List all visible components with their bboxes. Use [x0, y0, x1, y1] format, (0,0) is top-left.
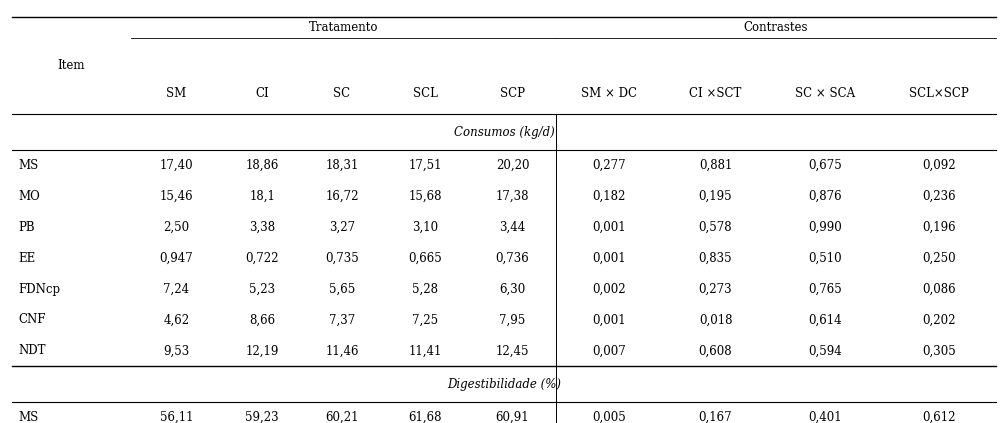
Text: SCL: SCL [413, 87, 437, 99]
Text: 0,881: 0,881 [699, 159, 732, 172]
Text: 16,72: 16,72 [326, 190, 359, 203]
Text: SM: SM [166, 87, 186, 99]
Text: Tratamento: Tratamento [308, 21, 378, 34]
Text: 17,51: 17,51 [408, 159, 443, 172]
Text: 15,68: 15,68 [408, 190, 443, 203]
Text: Contrastes: Contrastes [744, 21, 808, 34]
Text: 60,21: 60,21 [326, 411, 359, 423]
Text: FDNcp: FDNcp [18, 283, 60, 296]
Text: MS: MS [18, 411, 38, 423]
Text: 11,41: 11,41 [409, 344, 443, 357]
Text: 0,277: 0,277 [593, 159, 626, 172]
Text: SCP: SCP [500, 87, 525, 99]
Text: 15,46: 15,46 [159, 190, 194, 203]
Text: 0,086: 0,086 [922, 283, 956, 296]
Text: 11,46: 11,46 [326, 344, 359, 357]
Text: SC × SCA: SC × SCA [795, 87, 856, 99]
Text: 7,37: 7,37 [329, 313, 355, 327]
Text: 0,001: 0,001 [593, 221, 626, 234]
Text: 56,11: 56,11 [159, 411, 194, 423]
Text: Consumos (kg/d): Consumos (kg/d) [454, 126, 554, 139]
Text: EE: EE [18, 252, 35, 265]
Text: 12,45: 12,45 [496, 344, 529, 357]
Text: 0,876: 0,876 [808, 190, 843, 203]
Text: 17,40: 17,40 [159, 159, 194, 172]
Text: 0,578: 0,578 [699, 221, 733, 234]
Text: SM × DC: SM × DC [582, 87, 637, 99]
Text: 0,001: 0,001 [593, 252, 626, 265]
Text: 0,005: 0,005 [593, 411, 626, 423]
Text: 0,002: 0,002 [593, 283, 626, 296]
Text: 0,735: 0,735 [326, 252, 359, 265]
Text: CNF: CNF [18, 313, 45, 327]
Text: 0,167: 0,167 [699, 411, 733, 423]
Text: 8,66: 8,66 [249, 313, 275, 327]
Text: 61,68: 61,68 [408, 411, 443, 423]
Text: 0,250: 0,250 [922, 252, 956, 265]
Text: 0,665: 0,665 [408, 252, 443, 265]
Text: 3,27: 3,27 [329, 221, 355, 234]
Text: PB: PB [18, 221, 34, 234]
Text: CI ×SCT: CI ×SCT [689, 87, 742, 99]
Text: 5,28: 5,28 [412, 283, 438, 296]
Text: 0,947: 0,947 [159, 252, 194, 265]
Text: 0,182: 0,182 [593, 190, 626, 203]
Text: 20,20: 20,20 [496, 159, 529, 172]
Text: SCL×SCP: SCL×SCP [909, 87, 969, 99]
Text: 0,614: 0,614 [808, 313, 843, 327]
Text: NDT: NDT [18, 344, 45, 357]
Text: 3,10: 3,10 [412, 221, 438, 234]
Text: 0,510: 0,510 [808, 252, 843, 265]
Text: 0,765: 0,765 [808, 283, 843, 296]
Text: 0,196: 0,196 [922, 221, 956, 234]
Text: 3,44: 3,44 [499, 221, 525, 234]
Text: CI: CI [255, 87, 269, 99]
Text: 0,305: 0,305 [922, 344, 956, 357]
Text: 18,31: 18,31 [326, 159, 359, 172]
Text: 12,19: 12,19 [246, 344, 279, 357]
Text: 2,50: 2,50 [163, 221, 190, 234]
Text: 0,195: 0,195 [699, 190, 733, 203]
Text: SC: SC [334, 87, 351, 99]
Text: 7,24: 7,24 [163, 283, 190, 296]
Text: 0,612: 0,612 [922, 411, 956, 423]
Text: 6,30: 6,30 [499, 283, 525, 296]
Text: 0,001: 0,001 [593, 313, 626, 327]
Text: Item: Item [57, 59, 85, 72]
Text: 0,202: 0,202 [922, 313, 956, 327]
Text: 0,990: 0,990 [808, 221, 843, 234]
Text: 5,23: 5,23 [249, 283, 275, 296]
Text: 9,53: 9,53 [163, 344, 190, 357]
Text: 0,722: 0,722 [246, 252, 279, 265]
Text: 18,1: 18,1 [249, 190, 275, 203]
Text: 7,95: 7,95 [499, 313, 525, 327]
Text: 0,594: 0,594 [808, 344, 843, 357]
Text: 0,736: 0,736 [496, 252, 529, 265]
Text: 0,401: 0,401 [808, 411, 843, 423]
Text: 59,23: 59,23 [246, 411, 279, 423]
Text: MS: MS [18, 159, 38, 172]
Text: 0,018: 0,018 [699, 313, 732, 327]
Text: 0,273: 0,273 [699, 283, 733, 296]
Text: 7,25: 7,25 [412, 313, 438, 327]
Text: 60,91: 60,91 [496, 411, 529, 423]
Text: MO: MO [18, 190, 40, 203]
Text: 3,38: 3,38 [249, 221, 275, 234]
Text: 17,38: 17,38 [496, 190, 529, 203]
Text: Digestibilidade (%): Digestibilidade (%) [447, 378, 561, 391]
Text: 4,62: 4,62 [163, 313, 190, 327]
Text: 0,675: 0,675 [808, 159, 843, 172]
Text: 0,835: 0,835 [699, 252, 733, 265]
Text: 18,86: 18,86 [246, 159, 279, 172]
Text: 5,65: 5,65 [329, 283, 355, 296]
Text: 0,608: 0,608 [699, 344, 733, 357]
Text: 0,007: 0,007 [593, 344, 626, 357]
Text: 0,092: 0,092 [922, 159, 956, 172]
Text: 0,236: 0,236 [922, 190, 956, 203]
